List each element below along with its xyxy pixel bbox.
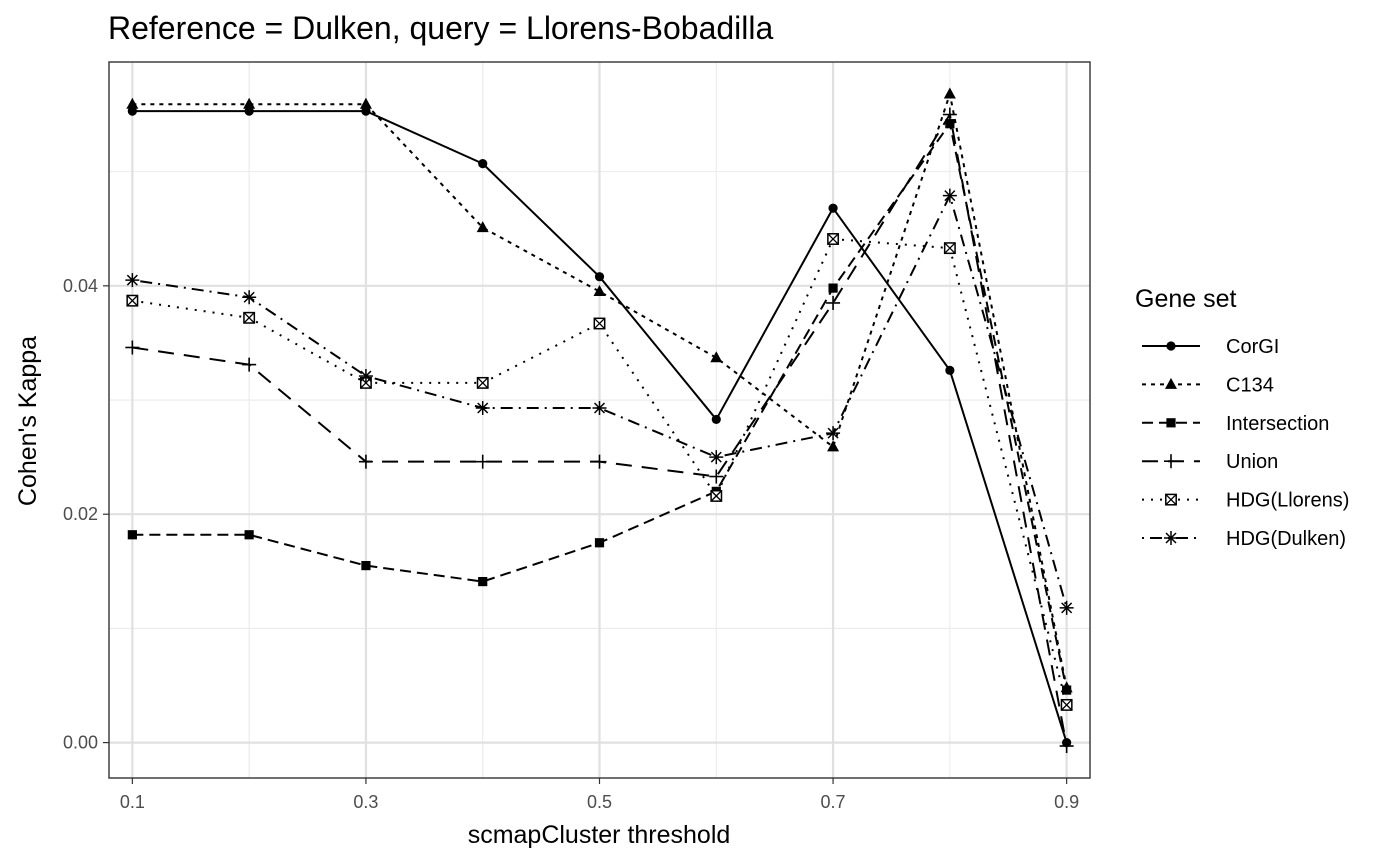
series-hdg-dulken <box>125 188 1074 615</box>
data-point-corgi <box>594 272 605 282</box>
data-point-c134 <box>710 351 723 363</box>
series-union <box>125 107 1074 754</box>
series-line-c134 <box>132 92 1068 688</box>
legend-label: Union <box>1226 451 1278 473</box>
data-point-hdg-dulken <box>826 426 841 441</box>
data-point-union <box>709 469 724 484</box>
legend-item-c134: C134 <box>1142 374 1274 396</box>
legend-label: HDG(Llorens) <box>1226 490 1349 512</box>
data-point-hdg-dulken <box>1059 600 1074 615</box>
data-point-hdg-llorens <box>243 311 256 324</box>
data-point-corgi <box>244 106 254 116</box>
series-corgi <box>127 106 1072 748</box>
legend-key-marker <box>1164 454 1178 469</box>
data-point-hdg-dulken <box>942 188 957 203</box>
data-point-hdg-llorens <box>827 233 840 245</box>
data-point-corgi <box>361 106 371 116</box>
y-tick-label: 0.04 <box>63 276 98 296</box>
data-point-hdg-dulken <box>125 273 140 288</box>
legend-item-intersection: Intersection <box>1142 413 1329 435</box>
legend-label: CorGI <box>1226 336 1279 358</box>
data-point-union <box>942 107 957 122</box>
data-point-c134 <box>943 87 956 99</box>
data-point-corgi <box>478 159 488 169</box>
x-tick-label: 0.7 <box>821 792 846 812</box>
data-point-intersection <box>361 560 371 571</box>
data-point-intersection <box>127 530 137 540</box>
data-point-union <box>242 357 257 372</box>
legend-key-marker <box>1166 418 1176 428</box>
data-point-intersection <box>244 530 254 540</box>
grid-lines <box>109 62 1090 778</box>
legend-item-union: Union <box>1142 451 1278 473</box>
data-point-c134 <box>827 440 840 452</box>
data-point-union <box>1059 739 1074 754</box>
legend: Gene set CorGI C134 Intersection Union HDG(L… <box>1135 285 1349 550</box>
data-point-union <box>475 454 490 469</box>
data-point-intersection <box>594 538 605 548</box>
x-tick-label: 0.1 <box>120 792 145 812</box>
legend-item-hdg-llorens: HDG(Llorens) <box>1142 490 1349 512</box>
data-point-c134 <box>476 221 489 233</box>
data-point-union <box>358 454 373 469</box>
legend-label: Intersection <box>1226 413 1329 435</box>
y-axis-title: Cohen's Kappa <box>14 336 42 506</box>
data-point-hdg-dulken <box>592 401 607 416</box>
legend-item-corgi: CorGI <box>1142 336 1279 358</box>
x-tick-label: 0.5 <box>587 792 612 812</box>
data-point-hdg-dulken <box>358 369 373 384</box>
data-point-intersection <box>478 576 488 587</box>
data-point-hdg-llorens <box>593 317 606 330</box>
data-point-intersection <box>945 119 955 129</box>
data-point-hdg-llorens <box>476 376 489 389</box>
data-point-hdg-dulken <box>475 401 490 416</box>
chart-title: Reference = Dulken, query = Llorens-Boba… <box>108 10 773 46</box>
series-line-hdg-dulken <box>132 194 1068 609</box>
legend-label: HDG(Dulken) <box>1226 528 1346 550</box>
data-point-union <box>592 454 607 469</box>
data-point-hdg-llorens <box>1060 698 1073 711</box>
data-point-corgi <box>828 203 838 213</box>
data-point-c134 <box>126 97 139 109</box>
series-layer <box>125 87 1074 754</box>
data-point-hdg-dulken <box>242 290 257 305</box>
legend-item-hdg-dulken: HDG(Dulken) <box>1142 528 1346 550</box>
data-point-union <box>125 340 140 355</box>
series-line-hdg-llorens <box>132 238 1068 706</box>
data-point-c134 <box>359 97 372 109</box>
data-point-c134 <box>243 97 256 109</box>
legend-key-marker <box>1166 341 1176 351</box>
x-tick-label: 0.9 <box>1054 792 1079 812</box>
data-point-hdg-llorens <box>126 294 139 307</box>
legend-label: C134 <box>1226 374 1274 396</box>
data-point-corgi <box>945 365 955 375</box>
legend-key-marker <box>1164 531 1178 545</box>
x-axis-title: scmapCluster threshold <box>468 821 731 849</box>
data-point-c134 <box>593 285 606 297</box>
data-point-intersection <box>828 283 838 293</box>
legend-key-marker <box>1165 493 1177 506</box>
data-point-hdg-llorens <box>710 489 723 502</box>
x-tick-label: 0.3 <box>353 792 378 812</box>
legend-title: Gene set <box>1135 285 1237 313</box>
legend-key-marker <box>1165 377 1177 389</box>
data-point-intersection <box>1062 685 1072 695</box>
data-point-corgi <box>711 414 721 425</box>
axis-ticks: 0.1 0.3 0.5 0.7 0.9 0.00 0.02 0.04 <box>63 276 1079 812</box>
y-tick-label: 0.00 <box>63 733 98 753</box>
data-point-hdg-dulken <box>709 450 724 465</box>
data-point-corgi <box>127 106 137 116</box>
y-tick-label: 0.02 <box>63 504 98 524</box>
data-point-union <box>826 295 841 310</box>
series-c134 <box>126 87 1073 693</box>
data-point-hdg-llorens <box>943 242 956 255</box>
